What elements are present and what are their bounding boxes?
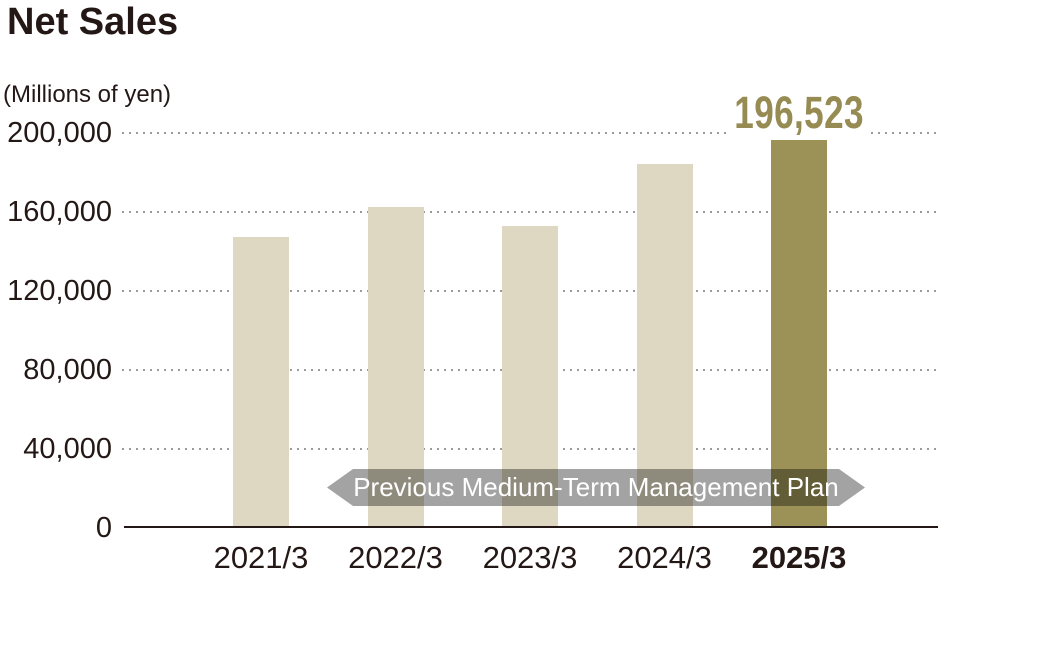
highlight-value-text: 196,523: [729, 90, 869, 136]
bar-2023-3: [502, 226, 558, 528]
previous-plan-ribbon: Previous Medium-Term Management Plan: [327, 469, 865, 506]
bar-2024-3: [636, 164, 693, 528]
x-axis-label-2022-3: 2022/3: [348, 540, 443, 575]
bar-2022-3: [367, 207, 424, 528]
y-axis-tick-label: 160,000: [7, 196, 112, 228]
gridline-160000: [122, 211, 938, 213]
y-axis-tick-label: 120,000: [7, 275, 112, 307]
x-axis-label-2024-3: 2024/3: [617, 540, 712, 575]
x-axis-label-2025-3: 2025/3: [751, 540, 847, 575]
x-axis-label-2021-3: 2021/3: [213, 540, 309, 575]
x-axis-label-2023-3: 2023/3: [482, 540, 578, 575]
y-axis-tick-label: 0: [95, 512, 112, 544]
x-axis-line: [124, 526, 938, 528]
bar-2025-3: [771, 140, 827, 528]
y-axis-tick-label: 80,000: [23, 354, 112, 386]
gridline-200000: [122, 132, 938, 134]
chart-title: Net Sales: [7, 1, 179, 43]
highlight-value-label: 196,523: [689, 90, 909, 136]
y-axis-tick-label: 40,000: [23, 433, 112, 465]
y-axis-tick-label: 200,000: [7, 117, 112, 149]
bar-2021-3: [233, 237, 289, 528]
y-axis-unit-label: (Millions of yen): [3, 81, 172, 108]
previous-plan-ribbon-label: Previous Medium-Term Management Plan: [353, 472, 839, 502]
